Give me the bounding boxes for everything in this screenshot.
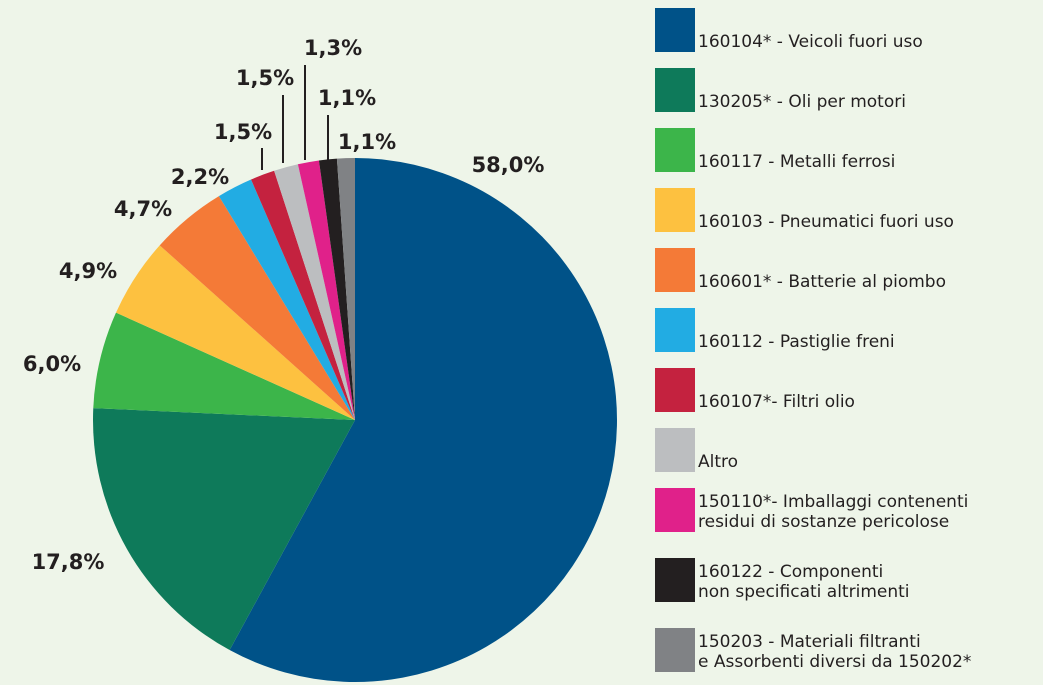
legend-swatch (655, 628, 695, 672)
value-label: 6,0% (23, 352, 81, 376)
legend-item: 160112 - Pastiglie freni (655, 308, 895, 352)
value-label: 1,1% (318, 86, 376, 110)
pie-slice (318, 158, 355, 420)
legend-swatch (655, 488, 695, 532)
legend-swatch (655, 428, 695, 472)
legend-item: 160122 - Componenti non specificati altr… (655, 558, 910, 602)
pie-slice (92, 408, 355, 651)
pie-slice (159, 196, 355, 420)
legend-label: 130205* - Oli per motori (698, 92, 906, 112)
legend-item: 160107*- Filtri olio (655, 368, 855, 412)
pie-slice (251, 170, 355, 420)
value-label: 17,8% (32, 550, 105, 574)
legend-label: 160601* - Batterie al piombo (698, 272, 946, 292)
legend-item: 130205* - Oli per motori (655, 68, 906, 112)
value-label: 1,1% (338, 130, 396, 154)
pie-slice (297, 160, 355, 420)
legend-item: 160117 - Metalli ferrosi (655, 128, 895, 172)
legend-swatch (655, 558, 695, 602)
pie-slice (115, 245, 355, 420)
legend-item: 150110*- Imballaggi contenenti residui d… (655, 488, 968, 532)
legend-swatch (655, 368, 695, 412)
legend-swatch (655, 68, 695, 112)
value-label: 58,0% (472, 153, 545, 177)
pie-slice (93, 312, 356, 420)
pie-area: 58,0% 17,8% 6,0% 4,9% 4,7% 2,2% 1,5% 1,5% 1,3% 1,… (23, 36, 617, 682)
pie-slice (336, 158, 355, 420)
legend-swatch (655, 188, 695, 232)
legend-label: 160122 - Componenti non specificati altr… (698, 562, 910, 602)
pie-slice (274, 164, 355, 420)
value-label: 4,9% (59, 259, 117, 283)
legend-item: 160601* - Batterie al piombo (655, 248, 946, 292)
legend-item: Altro (655, 428, 738, 472)
value-label: 1,3% (304, 36, 362, 60)
legend-label: Altro (698, 452, 739, 472)
legend-swatch (655, 248, 695, 292)
legend-label: 160104* - Veicoli fuori uso (698, 32, 923, 52)
pie-slice (229, 158, 617, 682)
legend-item: 150203 - Materiali filtranti e Assorbent… (655, 628, 971, 672)
pie-slice (218, 179, 355, 420)
legend-label: 160107*- Filtri olio (698, 392, 855, 412)
legend-swatch (655, 308, 695, 352)
value-label: 1,5% (214, 120, 272, 144)
legend-label: 150203 - Materiali filtranti e Assorbent… (698, 632, 972, 672)
legend-label: 160112 - Pastiglie freni (698, 332, 895, 352)
legend-swatch (655, 8, 695, 52)
value-label: 1,5% (236, 66, 294, 90)
legend-item: 160104* - Veicoli fuori uso (655, 8, 923, 52)
legend-label: 160117 - Metalli ferrosi (698, 152, 896, 172)
legend-swatch (655, 128, 695, 172)
legend-label: 150110*- Imballaggi contenenti residui d… (698, 492, 969, 532)
legend-label: 160103 - Pneumatici fuori uso (698, 212, 954, 232)
value-label: 4,7% (114, 197, 172, 221)
legend-item: 160103 - Pneumatici fuori uso (655, 188, 954, 232)
value-label: 2,2% (171, 165, 229, 189)
